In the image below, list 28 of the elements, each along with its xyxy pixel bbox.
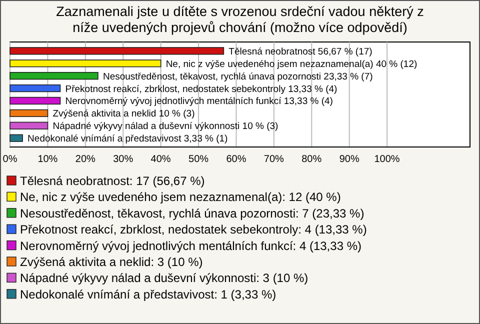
data-label: Tělesná neobratnost 56,67 % (17) — [228, 46, 372, 58]
legend-label: Nedokonalé vnímání a představivost: 1 (3,33 %) — [20, 287, 276, 302]
legend-label: Nerovnoměrný vývoj jednotlivých mentálních funkcí: 4 (13,33 %) — [20, 238, 362, 253]
data-label: Zvýšená aktivita a neklid 10 % (3) — [52, 108, 195, 120]
data-label: Nerovnoměrný vývoj jednotlivých mentálních funkcí 13,33 % (4) — [65, 96, 333, 108]
x-tick-label: 0% — [2, 154, 18, 165]
legend-label: Tělesná neobratnost: 17 (56,67 %) — [20, 174, 205, 188]
data-label: Nesoustředěnost, těkavost, rychlá únava pozornosti 23,33 % (7) — [102, 71, 373, 82]
data-label: Překotnost reakcí, zbrklost, nedostatek sebekontroly 13,33 % (4) — [65, 84, 338, 95]
legend-label: Překotnost reakcí, zbrklost, nedostatek sebekontroly: 4 (13,33 %) — [20, 222, 367, 237]
legend-label: Ne, nic z výše uvedeného jsem nezaznamenal(a): 12 (40 %) — [20, 190, 341, 204]
data-label: Ne, nic z výše uvedeného jsem nezaznamenal(a) 40 % (12) — [166, 58, 418, 70]
x-tick-label: 60% — [226, 154, 246, 165]
data-label: Nedokonalé vnímání a představivost 3,33 % (1) — [28, 134, 228, 145]
x-tick-label: 30% — [113, 154, 134, 165]
legend-label: Nápadné výkyvy nálad a duševní výkonnosti: 3 (10 %) — [20, 271, 308, 286]
x-tick-label: 90% — [339, 154, 360, 165]
x-tick-label: 40% — [150, 154, 171, 165]
x-tick-label: 10% — [38, 154, 58, 165]
legend-label: Zvýšená aktivita a neklid: 3 (10 %) — [20, 255, 203, 269]
data-label: Nápadné výkyvy nálad a duševní výkonnosti 10 % (3) — [52, 121, 278, 132]
chart-title: Zaznamenali jste u dítěte s vrozenou srdeční vadou některý z níže uvedených projevů chování (možno více odpovědí) — [56, 4, 424, 35]
x-tick-label: 80% — [302, 154, 322, 165]
x-tick-label: 70% — [264, 154, 284, 165]
x-tick-label: 20% — [75, 154, 96, 165]
x-tick-label: 50% — [188, 154, 209, 165]
x-tick-label: 100% — [374, 154, 400, 165]
legend-label: Nesoustředěnost, těkavost, rychlá únava pozornosti: 7 (23,33 %) — [20, 206, 364, 220]
